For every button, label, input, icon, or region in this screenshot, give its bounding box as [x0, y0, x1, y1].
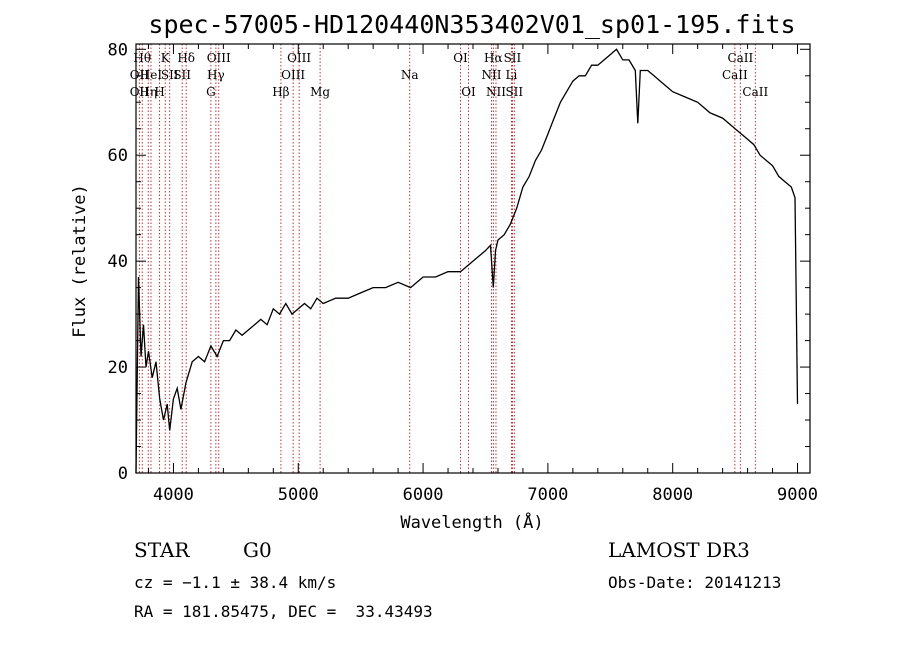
line-marker-label: Na: [401, 68, 419, 82]
line-marker-label: Hδ: [177, 51, 195, 65]
line-marker-label: G: [206, 85, 216, 99]
line-marker-label: Li: [506, 68, 518, 82]
class-label: STAR: [134, 538, 190, 562]
obs-date: Obs-Date: 20141213: [608, 573, 782, 592]
line-marker-label: SII: [504, 51, 522, 65]
x-tick-label: 4000: [153, 485, 194, 505]
y-axis-ticks: 0 20 40 60 80: [108, 40, 810, 484]
y-tick-label: 80: [108, 40, 128, 60]
x-tick-label: 5000: [278, 485, 319, 505]
x-axis-label: Wavelength (Å): [400, 511, 543, 533]
line-marker-label: SII: [173, 68, 191, 82]
y-tick-label: 20: [108, 358, 128, 378]
line-marker-label: K: [161, 51, 171, 65]
line-marker-label: NII: [481, 68, 501, 82]
line-marker-label: OIII: [287, 51, 311, 65]
y-tick-label: 60: [108, 146, 128, 166]
line-markers: [138, 44, 756, 473]
line-marker-label: OIII: [207, 51, 231, 65]
line-marker-label: OI: [461, 85, 476, 99]
line-marker-label: OII: [130, 68, 150, 82]
x-tick-label: 8000: [652, 485, 693, 505]
x-tick-label: 9000: [777, 485, 818, 505]
y-axis-label: Flux (relative): [70, 184, 90, 338]
line-marker-label: Hθ: [133, 51, 151, 65]
y-tick-label: 40: [108, 252, 128, 272]
coordinates: RA = 181.85475, DEC = 33.43493: [134, 602, 433, 621]
x-tick-label: 6000: [403, 485, 444, 505]
line-marker-label: Hη: [139, 85, 157, 99]
line-marker-label: Hγ: [207, 68, 225, 82]
y-tick-label: 0: [118, 464, 128, 484]
line-marker-label: OII: [130, 85, 150, 99]
line-marker-label: OIII: [281, 68, 305, 82]
cz-value: cz = −1.1 ± 38.4 km/s: [134, 573, 337, 592]
plot-frame: [135, 43, 811, 474]
line-marker-label: CaII: [727, 51, 753, 65]
x-axis-ticks: 4000 5000 6000 7000 8000 9000: [147, 44, 818, 505]
x-tick-label: 7000: [527, 485, 568, 505]
line-marker-label: HeI: [140, 68, 163, 82]
line-marker-label: Hβ: [272, 85, 289, 99]
line-marker-label: CaII: [722, 68, 748, 82]
spectrum-line: [135, 48, 799, 474]
line-marker-labels: OIIOIIHθHηHeIHKSIISIIHδGHγOIIIHβOIIIOIII…: [130, 51, 769, 99]
line-marker-label: OI: [453, 51, 468, 65]
line-marker-label: CaII: [742, 85, 768, 99]
line-marker-label: SII: [505, 85, 523, 99]
line-marker-label: NII: [486, 85, 506, 99]
line-marker-label: H: [154, 85, 164, 99]
line-marker-label: SII: [161, 68, 179, 82]
survey-label: LAMOST DR3: [608, 538, 750, 562]
line-marker-label: Mg: [310, 85, 330, 99]
chart-title: spec-57005-HD120440N353402V01_sp01-195.f…: [148, 10, 795, 39]
line-marker-label: Hα: [484, 51, 503, 65]
subclass-label: G0: [243, 538, 272, 562]
